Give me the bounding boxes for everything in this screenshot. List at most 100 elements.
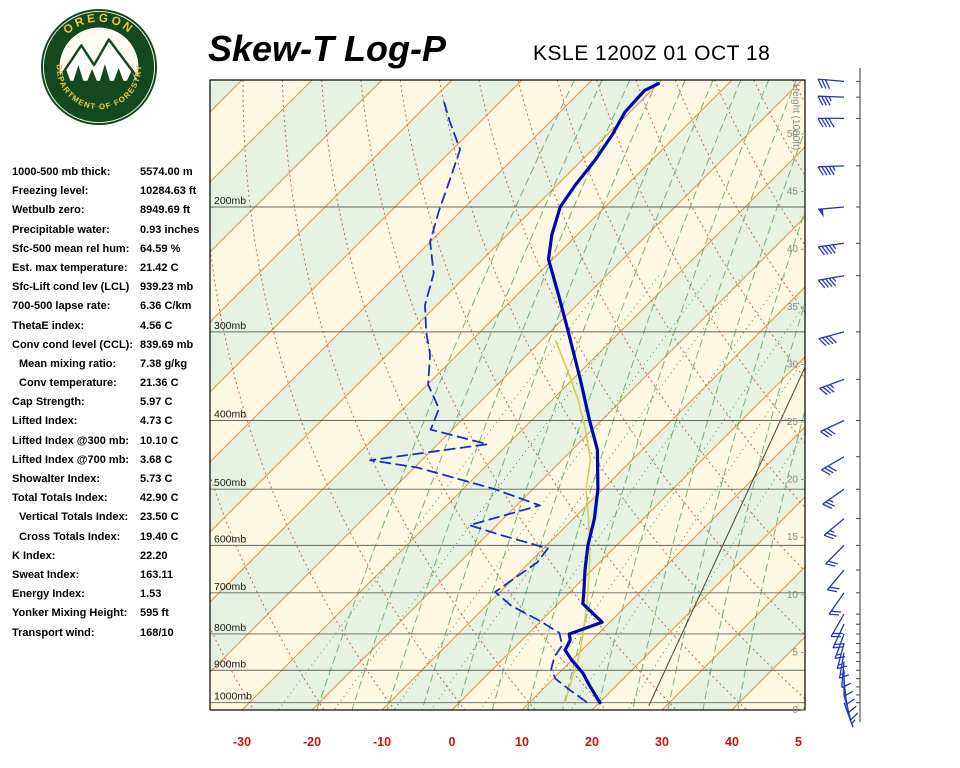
stat-value: 10.10 C [140, 434, 179, 447]
wind-barb [822, 488, 845, 509]
wind-barb [817, 78, 845, 90]
moist-adiabat-line [737, 408, 805, 710]
height-tick-label: 35 [787, 302, 799, 313]
height-tick-label: 20 [787, 475, 799, 486]
stat-value: 595 ft [140, 607, 169, 620]
moist-adiabat-line [526, 80, 742, 710]
stat-value: 21.36 C [140, 377, 179, 390]
dry-adiabat-line [872, 80, 960, 710]
stat-row: Freezing level: 10284.63 ft [12, 185, 212, 204]
temp-tick-label: -10 [373, 735, 391, 749]
wind-barb [818, 331, 845, 347]
stat-label: ThetaE index: [12, 319, 85, 332]
isotherm-line [311, 216, 805, 710]
isotherm-line [241, 146, 805, 710]
moist-adiabat-line [632, 129, 805, 710]
stat-label: Showalter Index: [12, 473, 101, 485]
stat-value: 22.20 [140, 549, 168, 562]
stat-label: Transport wind: [12, 626, 95, 639]
odf-logo: OREGON DEPARTMENT OF FORESTRY [40, 8, 158, 126]
stat-label: Sfc-Lift cond lev (LCL) [12, 281, 130, 294]
stat-label: Est. max temperature: [12, 261, 128, 274]
moist-adiabat-line [702, 301, 805, 710]
wind-barb [843, 678, 855, 706]
wind-barb [817, 117, 845, 128]
stat-row: 700-500 lapse rate: 6.36 C/km [12, 300, 212, 319]
stat-label: Cross Totals Index: [19, 530, 121, 543]
temp-tick-label: 0 [449, 735, 456, 749]
isotherm-line [381, 286, 805, 710]
moist-adiabat-line [421, 80, 659, 710]
dry-adiabat-line [832, 80, 960, 710]
stat-value: 64.59 % [140, 242, 181, 255]
moist-adiabat-line [491, 80, 714, 710]
temp-tick-label: 5 [795, 735, 802, 749]
dry-adiabat-line [242, 80, 466, 710]
wind-barb [828, 592, 845, 616]
isotherm-line [801, 706, 805, 710]
stat-label: Lifted Index @300 mb: [12, 434, 130, 447]
stat-row: Showalter Index: 5.73 C [12, 473, 212, 492]
stat-label: Sweat Index: [12, 568, 80, 581]
wind-barb [817, 165, 845, 176]
isotherm-line [591, 496, 805, 710]
stat-label: Total Totals Index: [12, 492, 108, 505]
stat-row: Conv temperature: 21.36 C [12, 377, 212, 396]
isotherm-line [210, 80, 383, 253]
wind-barb [836, 643, 848, 670]
temp-tick-label: -20 [303, 735, 321, 749]
reference-line [648, 367, 805, 706]
height-tick-label: 50 [787, 129, 799, 140]
stat-label: Cap Strength: [12, 396, 85, 409]
stat-value: 21.42 C [140, 261, 179, 274]
temperature-line [546, 82, 660, 705]
dry-adiabat-line [517, 80, 805, 572]
dry-adiabat-line [556, 80, 805, 509]
wind-barb [826, 569, 845, 593]
plot-background [0, 80, 960, 710]
stat-label: Precipitable water: [12, 223, 110, 236]
isotherm-line [210, 80, 453, 323]
isotherm-line [0, 80, 172, 710]
height-tick-label: 15 [787, 532, 799, 543]
height-axis-title: Height (1000ft) [790, 84, 801, 150]
stat-row: Mean mixing ratio: 7.38 g/kg [12, 358, 212, 377]
stat-row: Cross Totals Index: 19.40 C [12, 531, 212, 550]
stat-value: 168/10 [140, 626, 174, 639]
isotherm-line [210, 80, 733, 603]
page-title: Skew-T Log-P [208, 28, 447, 69]
logo-band [43, 11, 155, 123]
stat-label: Lifted Index @700 mb: [12, 453, 130, 466]
stat-row: Est. max temperature: 21.42 C [12, 262, 212, 281]
isotherm-line [210, 80, 593, 463]
mixing-ratio-line [278, 275, 611, 710]
stat-row: Precipitable water: 0.93 inches [12, 224, 212, 243]
plot-border [209, 79, 806, 711]
stat-value: 939.23 mb [140, 281, 194, 294]
stat-value: 163.11 [140, 568, 174, 581]
stat-row: Energy Index: 1.53 [12, 588, 212, 607]
temp-band [802, 707, 805, 710]
wind-barb [843, 670, 854, 697]
stat-value: 5574.00 m [140, 166, 193, 178]
wind-barb [830, 613, 845, 638]
stat-value: 839.69 mb [140, 338, 194, 351]
pressure-label: 600mb [214, 533, 246, 545]
pressure-label: 400mb [214, 408, 246, 420]
wind-barb [821, 456, 845, 476]
stat-row: K Index: 22.20 [12, 550, 212, 569]
wind-barb-column [817, 68, 861, 728]
stat-row: Lifted Index @700 mb: 3.68 C [12, 454, 212, 473]
dry-adiabat-line [281, 80, 536, 710]
temp-tick-label: 30 [655, 735, 669, 749]
temp-axis-labels: -30 -20 -10 0 10 20 30 40 5 [233, 735, 802, 749]
wind-barb [823, 518, 845, 540]
stat-row: Sweat Index: 163.11 [12, 569, 212, 588]
wind-barb [817, 275, 845, 289]
stat-row: Transport wind: 168/10 [12, 627, 212, 646]
isotherm-line [210, 80, 803, 673]
stat-label: 700-500 lapse rate: [12, 300, 111, 313]
stat-label: Energy Index: [12, 588, 85, 601]
wind-barb [817, 242, 845, 256]
stat-label: Freezing level: [12, 185, 89, 198]
